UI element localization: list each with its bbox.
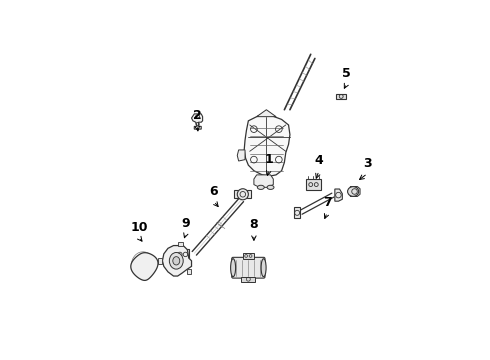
Polygon shape [244,115,290,176]
Ellipse shape [267,185,274,189]
Ellipse shape [231,259,236,277]
Polygon shape [175,249,189,260]
Text: 6: 6 [209,185,218,198]
Polygon shape [335,189,343,201]
Text: 1: 1 [265,153,273,166]
FancyBboxPatch shape [232,257,265,278]
Polygon shape [254,175,273,187]
Polygon shape [162,246,192,276]
Polygon shape [131,253,158,280]
Polygon shape [257,110,276,117]
Circle shape [237,189,248,200]
Polygon shape [294,207,300,219]
Ellipse shape [170,252,183,269]
Ellipse shape [347,186,359,196]
Text: 5: 5 [343,67,351,80]
Polygon shape [336,94,346,99]
Ellipse shape [257,185,264,189]
Polygon shape [247,190,251,198]
Ellipse shape [173,257,180,265]
Text: 2: 2 [193,109,201,122]
Polygon shape [306,179,321,190]
Polygon shape [350,186,360,197]
Polygon shape [237,150,245,161]
Polygon shape [242,277,255,282]
Polygon shape [158,258,162,264]
Polygon shape [243,253,254,259]
Text: 8: 8 [249,218,258,231]
Text: 4: 4 [315,154,323,167]
Polygon shape [178,242,183,246]
Text: 10: 10 [130,221,147,234]
Text: 9: 9 [182,217,190,230]
Polygon shape [192,114,203,129]
Ellipse shape [261,259,266,277]
Polygon shape [235,190,239,198]
Text: 3: 3 [363,157,372,170]
Text: 7: 7 [323,196,332,209]
Polygon shape [187,269,191,274]
